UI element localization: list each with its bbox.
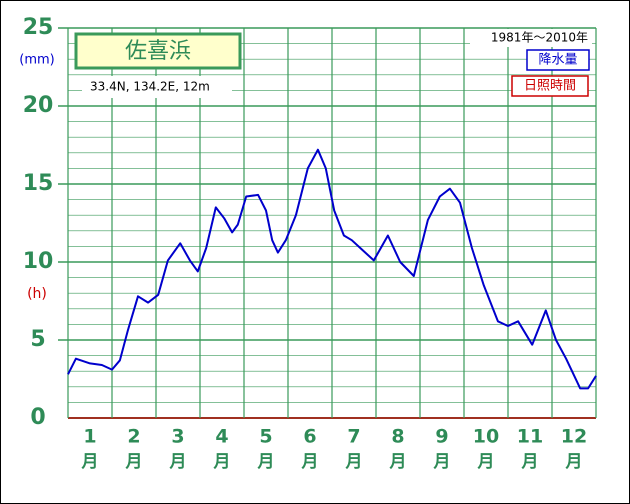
x-tick-label: 5 — [259, 426, 272, 448]
y-tick-label: 10 — [23, 249, 54, 274]
period: 1981年～2010年 — [491, 31, 588, 45]
x-tick-label: 8 — [391, 426, 404, 448]
x-tick-suffix: 月 — [521, 452, 539, 472]
y-tick-label: 5 — [30, 327, 45, 352]
x-tick-suffix: 月 — [169, 452, 187, 472]
x-tick-suffix: 月 — [125, 452, 143, 472]
y-tick-label: 15 — [23, 171, 54, 196]
x-tick-label: 10 — [473, 426, 499, 448]
x-tick-suffix: 月 — [565, 452, 583, 472]
x-tick-suffix: 月 — [81, 452, 99, 472]
x-tick-label: 3 — [171, 426, 184, 448]
grid — [58, 27, 597, 419]
x-tick-label: 1 — [83, 426, 96, 448]
x-tick-suffix: 月 — [301, 452, 319, 472]
x-tick-suffix: 月 — [477, 452, 495, 472]
x-tick-label: 9 — [435, 426, 448, 448]
x-tick-suffix: 月 — [345, 452, 363, 472]
x-tick-suffix: 月 — [389, 452, 407, 472]
period-box — [470, 29, 592, 47]
location-box — [82, 76, 232, 98]
chart-title: 佐喜浜 — [125, 39, 191, 64]
y2-axis-label: (h) — [27, 286, 47, 302]
legend-box — [511, 75, 589, 97]
x-tick-label: 2 — [127, 426, 140, 448]
legend-box — [526, 49, 590, 71]
x-tick-label: 12 — [561, 426, 587, 448]
y-tick-label: 20 — [23, 93, 54, 118]
x-tick-label: 6 — [303, 426, 316, 448]
title-box — [74, 32, 242, 70]
data-line — [67, 148, 597, 390]
x-tick-suffix: 月 — [257, 452, 275, 472]
x-tick-suffix: 月 — [213, 452, 231, 472]
x-tick-suffix: 月 — [433, 452, 451, 472]
location: 33.4N, 134.2E, 12m — [90, 80, 210, 94]
y-tick-label: 0 — [30, 405, 45, 430]
x-tick-label: 7 — [347, 426, 360, 448]
x-tick-label: 11 — [517, 426, 543, 448]
legend-label: 日照時間 — [524, 79, 576, 94]
legend-label: 降水量 — [538, 53, 577, 68]
x-tick-label: 4 — [215, 426, 228, 448]
y-tick-label: 25 — [23, 15, 54, 40]
y-axis-label: (mm) — [19, 53, 54, 68]
